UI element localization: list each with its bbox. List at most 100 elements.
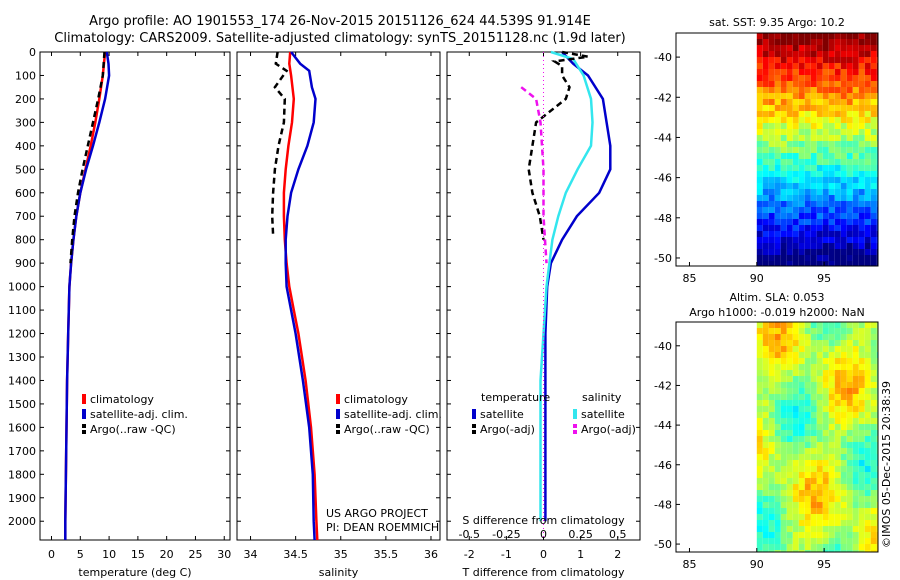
map-cell xyxy=(786,189,793,195)
map-cell xyxy=(840,346,847,352)
map-cell xyxy=(876,249,878,255)
map-cell xyxy=(870,249,877,255)
map-cell xyxy=(768,538,775,544)
map-cell xyxy=(762,177,769,183)
map-cell xyxy=(822,69,829,75)
map-cell xyxy=(834,436,841,442)
map-cell xyxy=(834,532,841,538)
map-cell xyxy=(816,57,823,63)
map-cell xyxy=(822,99,829,105)
sla-map-title-1: Altim. SLA: 0.053 xyxy=(729,291,824,304)
map-cell xyxy=(828,550,835,552)
map-cell xyxy=(810,436,817,442)
map-cell xyxy=(774,550,781,552)
map-cell xyxy=(804,93,811,99)
map-cell xyxy=(798,159,805,165)
map-cell xyxy=(828,75,835,81)
map-cell xyxy=(780,526,787,532)
map-cell xyxy=(774,406,781,412)
map-cell xyxy=(858,544,865,550)
map-cell xyxy=(798,442,805,448)
map-cell xyxy=(858,177,865,183)
map-cell xyxy=(774,261,781,266)
map-cell xyxy=(870,39,877,45)
map-cell xyxy=(798,532,805,538)
map-cell xyxy=(792,153,799,159)
map-cell xyxy=(858,243,865,249)
map-cell xyxy=(774,376,781,382)
map-cell xyxy=(756,159,763,165)
map-cell xyxy=(822,502,829,508)
map-cell xyxy=(846,406,853,412)
map-cell xyxy=(822,478,829,484)
map-cell xyxy=(774,358,781,364)
map-cell xyxy=(816,231,823,237)
map-border xyxy=(675,321,879,553)
map-cell xyxy=(828,520,835,526)
map-cell xyxy=(840,75,847,81)
map-cell xyxy=(870,207,877,213)
map-cell xyxy=(810,189,817,195)
map-cell xyxy=(774,436,781,442)
map-cell xyxy=(774,93,781,99)
x-tick-label: 5 xyxy=(77,548,84,561)
map-cell xyxy=(786,243,793,249)
map-cell xyxy=(804,207,811,213)
map-cell xyxy=(852,81,859,87)
map-cell xyxy=(852,51,859,57)
map-cell xyxy=(762,147,769,153)
map-cell xyxy=(864,358,871,364)
map-cell xyxy=(786,478,793,484)
map-cell xyxy=(816,322,823,328)
map-cell xyxy=(786,466,793,472)
map-cell xyxy=(804,322,811,328)
map-cell xyxy=(762,460,769,466)
map-cell xyxy=(864,472,871,478)
map-cell xyxy=(798,322,805,328)
map-cell xyxy=(792,460,799,466)
map-cell xyxy=(768,111,775,117)
map-cell xyxy=(792,219,799,225)
map-cell xyxy=(810,93,817,99)
map-cell xyxy=(756,490,763,496)
map-cell xyxy=(780,370,787,376)
map-cell xyxy=(852,376,859,382)
map-cell xyxy=(846,93,853,99)
map-cell xyxy=(792,424,799,430)
map-cell xyxy=(798,388,805,394)
map-cell xyxy=(810,322,817,328)
map-cell xyxy=(870,550,877,552)
map-cell xyxy=(840,394,847,400)
map-cell xyxy=(792,436,799,442)
map-cell xyxy=(870,538,877,544)
map-cell xyxy=(816,358,823,364)
map-cell xyxy=(870,195,877,201)
map-cell xyxy=(792,57,799,63)
map-cell xyxy=(762,508,769,514)
map-cell xyxy=(828,544,835,550)
map-cell xyxy=(798,376,805,382)
map-cell xyxy=(786,195,793,201)
x2-tick-label: -0.5 xyxy=(459,528,480,541)
map-cell xyxy=(840,448,847,454)
map-cell xyxy=(870,406,877,412)
map-cell xyxy=(798,111,805,117)
map-cell xyxy=(792,388,799,394)
map-cell xyxy=(828,328,835,334)
map-cell xyxy=(828,213,835,219)
map-cell xyxy=(864,436,871,442)
map-cell xyxy=(846,99,853,105)
map-cell xyxy=(846,147,853,153)
map-cell xyxy=(846,111,853,117)
map-cell xyxy=(852,478,859,484)
plot-frame xyxy=(39,51,231,541)
map-cell xyxy=(762,394,769,400)
map-cell xyxy=(780,460,787,466)
map-cell xyxy=(876,346,878,352)
map-cell xyxy=(876,490,878,496)
map-cell xyxy=(810,111,817,117)
map-cell xyxy=(822,454,829,460)
map-cell xyxy=(774,424,781,430)
map-x-tick-label: 85 xyxy=(682,558,696,571)
map-cell xyxy=(798,358,805,364)
